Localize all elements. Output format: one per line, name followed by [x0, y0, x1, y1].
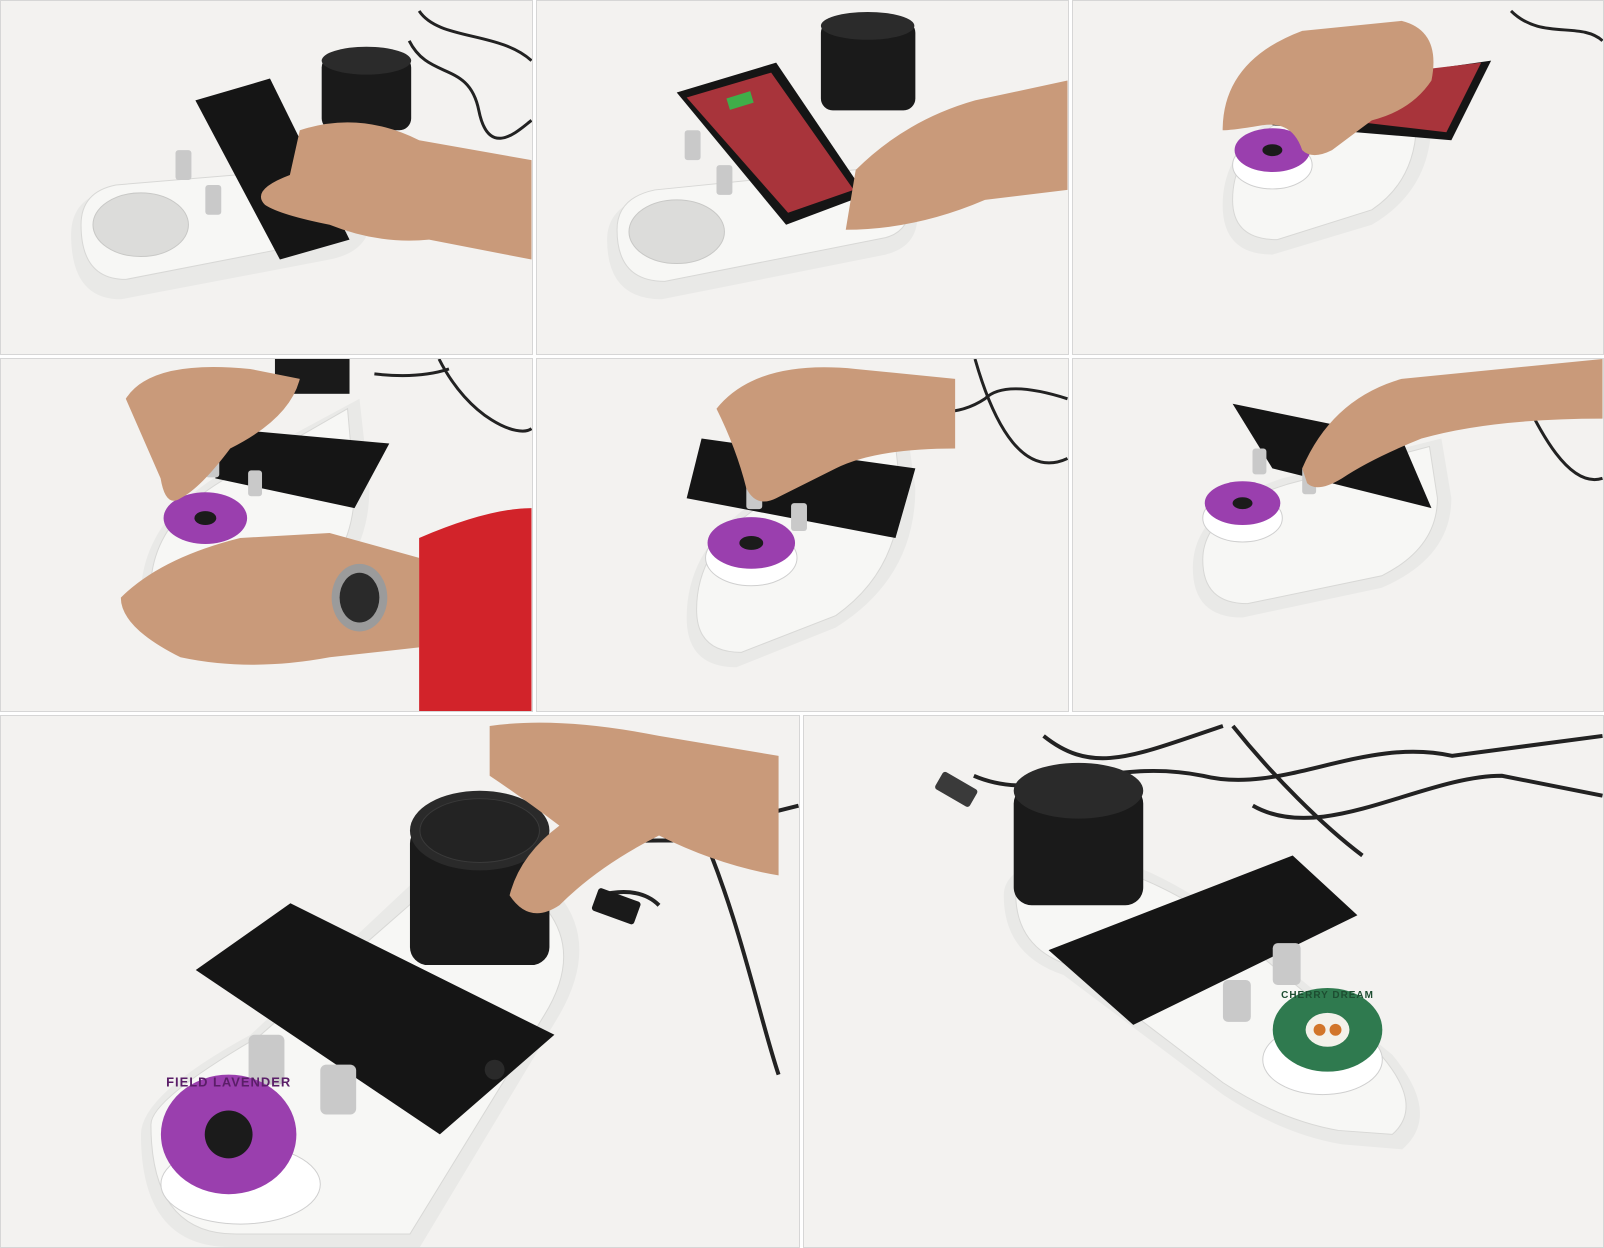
hand [845, 80, 1068, 230]
capsule-ring-label: CHERRY DREAM [1281, 990, 1374, 1001]
photo-speaker-adjust: FIELD LAVENDER [0, 715, 800, 1248]
red-sleeve [419, 508, 532, 711]
capsule-center [1262, 144, 1283, 157]
capsule-center [1305, 1012, 1350, 1047]
home-button [484, 1059, 505, 1080]
hand [120, 533, 420, 665]
photo-2-illustration [537, 1, 1068, 354]
photo-7-illustration: FIELD LAVENDER [1, 716, 799, 1247]
photo-phone-placement [0, 0, 533, 355]
cable [407, 40, 532, 140]
speaker [1013, 762, 1144, 906]
cable [1509, 9, 1603, 42]
photo-knob-press [1072, 358, 1604, 712]
usb-plug [935, 771, 978, 807]
knob [320, 1064, 357, 1115]
cable [437, 359, 532, 433]
knob [791, 503, 807, 532]
smartphone [215, 428, 390, 509]
knob [205, 184, 222, 215]
hand [125, 366, 300, 501]
photo-5-illustration [537, 359, 1068, 711]
hand [1222, 20, 1434, 156]
empty-capsule-slot [628, 199, 725, 265]
cable [1042, 724, 1224, 761]
smartphone [195, 903, 555, 1135]
speaker [409, 790, 550, 966]
photo-6-illustration [1073, 359, 1603, 711]
capsule-center [739, 535, 764, 550]
photo-phone-video [536, 0, 1069, 355]
hand [260, 122, 532, 260]
hand [716, 367, 956, 502]
photo-3-illustration [1073, 1, 1603, 354]
photo-green-capsule-overview: CHERRY DREAM [803, 715, 1604, 1248]
photo-1-illustration [1, 1, 532, 354]
hand [1302, 359, 1603, 488]
capsule-ring-label: FIELD LAVENDER [166, 1075, 291, 1090]
cable [417, 10, 532, 62]
capsule-center [204, 1110, 253, 1159]
cable [973, 359, 1068, 465]
knob [716, 165, 733, 195]
knob [1222, 980, 1251, 1022]
knob [1272, 943, 1301, 985]
knob [248, 1034, 285, 1085]
smartphone [1048, 855, 1358, 1025]
hand [489, 722, 779, 914]
photo-capsule-insert [1072, 0, 1604, 355]
photo-8-illustration: CHERRY DREAM [804, 716, 1603, 1247]
speaker [321, 55, 412, 131]
knob [175, 150, 192, 180]
cable [1231, 724, 1364, 858]
speaker [820, 20, 916, 111]
cable [1251, 773, 1603, 820]
empty-capsule-slot [92, 192, 189, 258]
photo-4-illustration [1, 359, 532, 711]
photo-knob-turn [536, 358, 1069, 712]
capsule-center [194, 511, 217, 526]
cable [374, 367, 450, 378]
knob [1252, 448, 1267, 475]
usb-plug [591, 888, 641, 925]
phone-screen-video [686, 72, 854, 213]
capsule-center [1232, 497, 1253, 510]
cable [697, 824, 781, 1076]
knob [248, 470, 263, 497]
knob [684, 130, 701, 161]
photo-capsule-press-watch [0, 358, 533, 712]
